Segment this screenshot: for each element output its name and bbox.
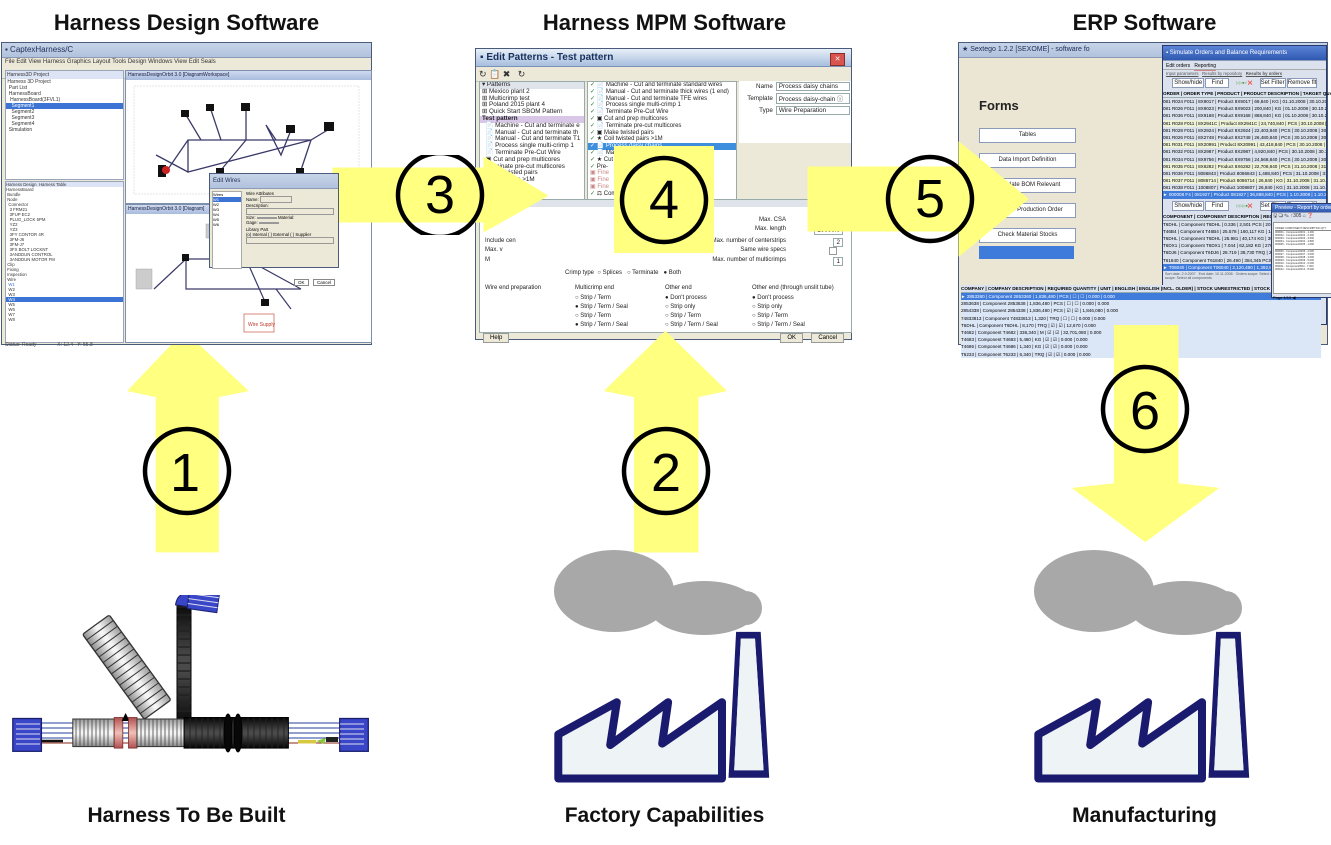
svg-text:2: 2 [651, 443, 681, 503]
svg-text:5: 5 [915, 169, 945, 229]
svg-text:1: 1 [170, 443, 200, 503]
svg-text:4: 4 [649, 170, 679, 230]
svg-text:6: 6 [1130, 381, 1160, 441]
svg-text:3: 3 [425, 165, 455, 225]
svg-text:Wire Supply: Wire Supply [248, 322, 275, 328]
